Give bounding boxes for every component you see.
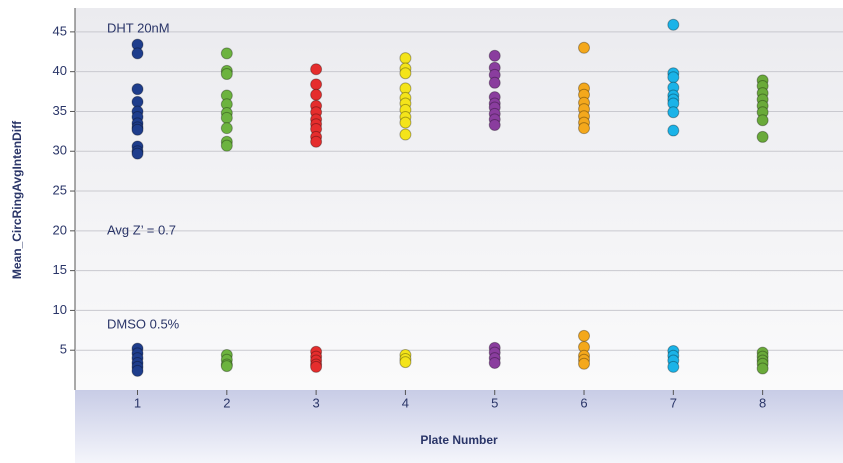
y-tick-label: 30 [53,143,67,158]
x-tick-label: 6 [580,395,587,410]
point [756,362,769,375]
point [399,67,412,80]
y-tick-label: 15 [53,262,67,277]
y-tick-label: 40 [53,63,67,78]
y-tick-label: 10 [53,302,67,317]
point [488,76,501,89]
point [220,68,233,81]
point [399,356,412,369]
x-tick-label: 4 [402,395,409,410]
point [578,329,591,342]
annotation: Avg Z’ = 0.7 [107,222,176,237]
point [667,124,680,137]
x-tick-label: 2 [223,395,230,410]
y-tick-label: 25 [53,182,67,197]
point [220,139,233,152]
point [310,63,323,76]
point [578,357,591,370]
point [399,52,412,65]
y-tick-label: 45 [53,23,67,38]
x-tick-label: 5 [491,395,498,410]
y-tick-label: 5 [60,342,67,357]
point [399,116,412,129]
point [131,147,144,160]
point [667,360,680,373]
point [399,128,412,141]
x-tick-label: 3 [312,395,319,410]
point [488,356,501,369]
point [310,88,323,101]
point [220,111,233,124]
point [220,122,233,135]
point [667,106,680,119]
annotation: DMSO 0.5% [107,316,180,331]
point [756,114,769,127]
point [756,130,769,143]
x-tick-label: 8 [759,395,766,410]
point [578,122,591,135]
point [131,123,144,136]
y-tick-label: 35 [53,103,67,118]
x-axis-band [75,390,843,463]
point [131,47,144,60]
points [131,18,769,377]
annotation: DHT 20nM [107,20,170,35]
point [220,360,233,373]
point [220,47,233,60]
point [310,135,323,148]
point [578,41,591,54]
point [310,78,323,91]
y-axis-label: Mean_CircRingAvgIntenDiff [10,120,24,279]
grid [75,31,843,351]
point [131,364,144,377]
y-tick-label: 20 [53,222,67,237]
point [667,71,680,84]
x-tick-label: 7 [670,395,677,410]
point [488,118,501,131]
x-tick-label: 1 [134,395,141,410]
point [310,360,323,373]
plot-area [75,8,843,390]
point [131,83,144,96]
x-axis-label: Plate Number [420,433,498,447]
point [667,18,680,31]
point [488,49,501,62]
